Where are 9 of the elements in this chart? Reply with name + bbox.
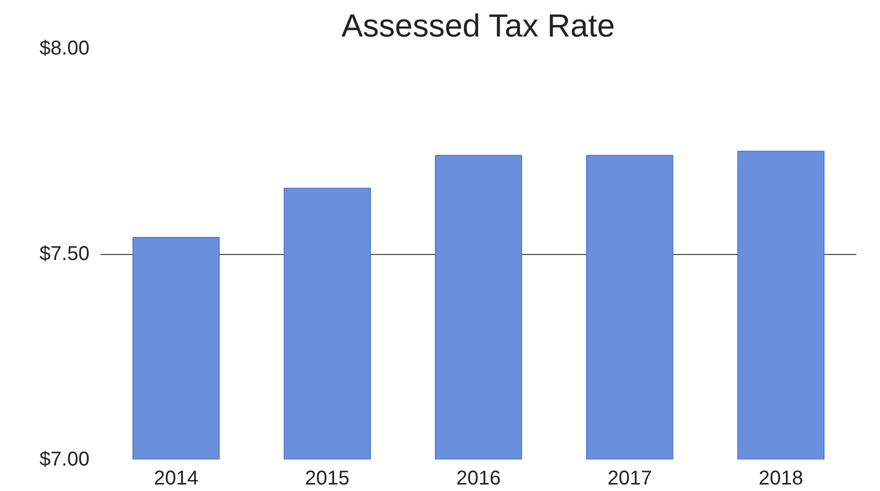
y-tick-label: $7.00 (39, 448, 90, 470)
x-tick-label: 2017 (607, 468, 652, 490)
y-tick-label: $8.00 (39, 38, 90, 60)
chart-title: Assessed Tax Rate (342, 8, 615, 44)
x-tick-label: 2014 (154, 468, 198, 490)
y-tick-label: $7.50 (39, 243, 90, 265)
x-tick-label: 2016 (456, 468, 501, 490)
x-tick-label: 2018 (758, 468, 804, 490)
x-tick-label: 2015 (305, 468, 350, 490)
